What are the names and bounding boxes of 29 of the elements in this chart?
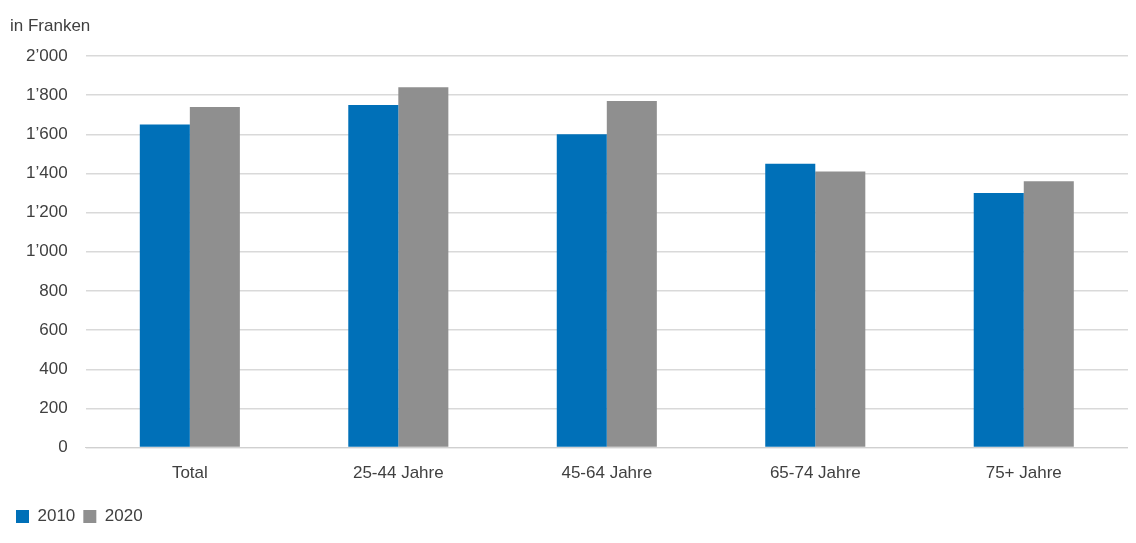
y-tick-label: 2’000 <box>25 45 68 65</box>
y-tick-label: 1’000 <box>25 241 68 261</box>
y-tick-label: 400 <box>39 358 68 378</box>
x-tick-label: 65-74 Jahre <box>769 463 861 483</box>
y-tick-label: 600 <box>39 319 68 339</box>
bar <box>556 134 607 447</box>
y-tick-label: 200 <box>39 398 68 418</box>
x-tick-label: 45-64 Jahre <box>561 463 653 483</box>
y-tick-label: 1’400 <box>25 163 68 183</box>
y-axis-title: in Franken <box>10 15 91 35</box>
bar <box>1023 181 1074 447</box>
bar <box>973 193 1024 447</box>
bar <box>765 163 816 447</box>
bar <box>348 104 399 447</box>
y-tick-label: 800 <box>39 280 68 300</box>
x-tick-label: Total <box>171 463 208 483</box>
legend-label: 2020 <box>104 506 143 526</box>
bar <box>398 87 449 447</box>
bar <box>189 106 240 447</box>
y-tick-label: 1’800 <box>25 84 68 104</box>
bar <box>815 171 866 447</box>
y-tick-label: 1’600 <box>25 124 68 144</box>
bar <box>139 124 190 447</box>
legend-label: 2010 <box>37 506 76 526</box>
y-tick-label: 0 <box>58 437 68 457</box>
x-tick-label: 75+ Jahre <box>985 463 1062 483</box>
bar <box>606 101 657 447</box>
y-tick-label: 1’200 <box>25 202 68 222</box>
x-tick-label: 25-44 Jahre <box>352 463 444 483</box>
